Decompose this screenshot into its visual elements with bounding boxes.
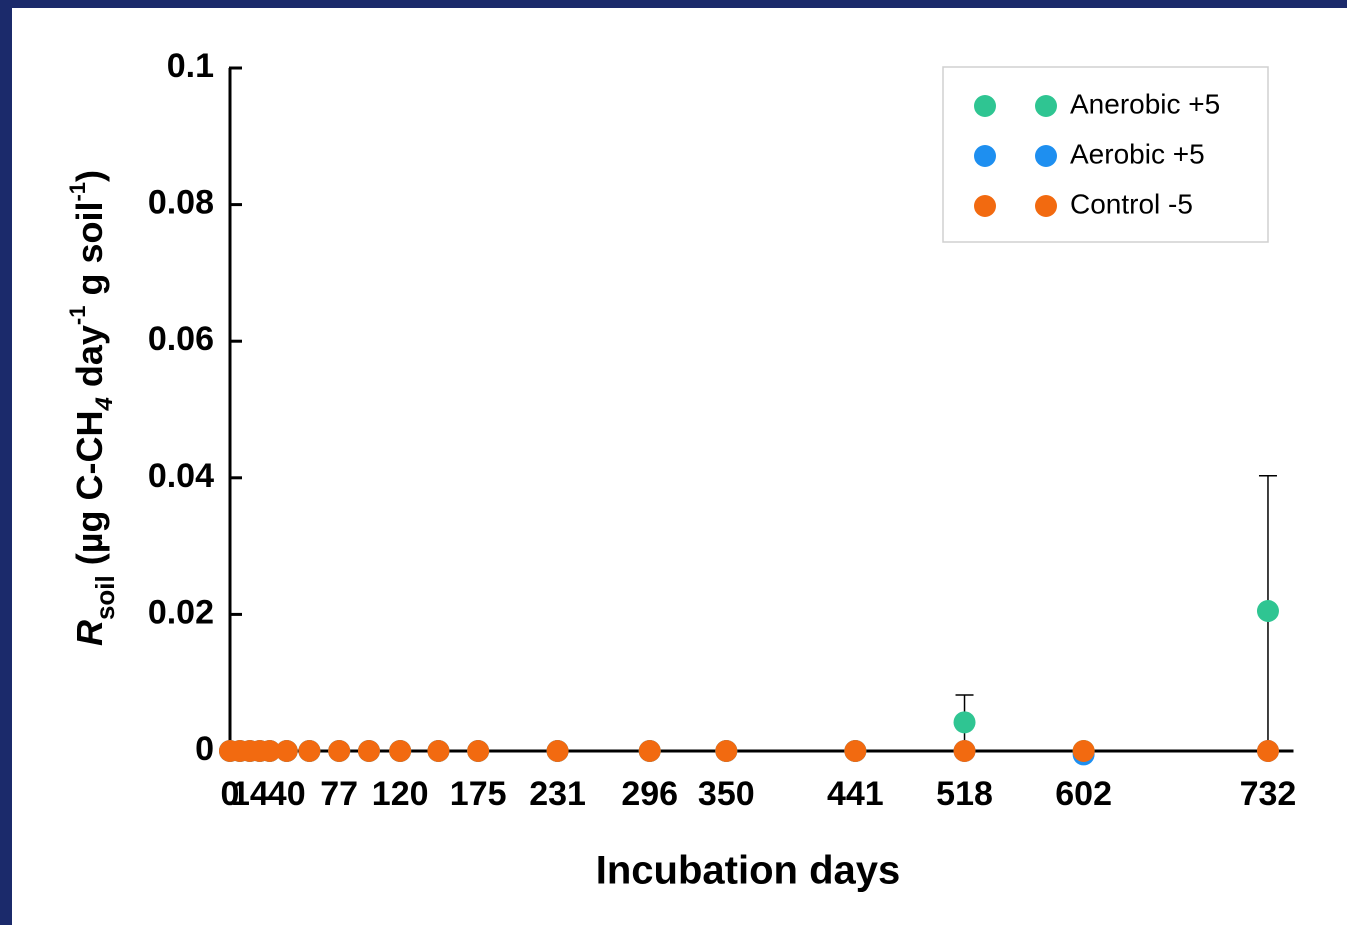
point (844, 740, 867, 762)
x-tick-label: 296 (621, 775, 678, 813)
point (1256, 599, 1279, 622)
legend-label: Aerobic +5 (1070, 138, 1205, 169)
y-axis-title-part: R (69, 620, 110, 646)
x-tick-label: 732 (1240, 775, 1297, 813)
x-tick-label: 40 (268, 775, 306, 813)
legend-box (942, 66, 1269, 243)
legend-marker (974, 195, 996, 217)
point (1256, 740, 1279, 762)
x-axis-title: Incubation days (596, 849, 901, 893)
x-tick-label: 14 (231, 775, 269, 813)
y-axis-title-part: 4 (91, 397, 118, 411)
x-tick-label: 350 (698, 775, 755, 813)
y-tick-label: 0.02 (148, 593, 214, 631)
point (258, 740, 281, 762)
x-tick-label: 77 (320, 775, 358, 813)
x-tick-label: 175 (450, 775, 507, 813)
point (357, 740, 380, 762)
point (638, 740, 661, 762)
y-tick-label: 0.06 (148, 320, 214, 358)
point (427, 740, 450, 762)
y-tick-label: 0.1 (167, 47, 214, 85)
point (389, 740, 412, 762)
legend-marker (974, 95, 996, 117)
legend-marker (1035, 95, 1057, 117)
y-axis-title-part: -1 (65, 306, 90, 326)
legend-marker (1035, 195, 1057, 217)
x-tick-label: 518 (936, 775, 993, 813)
point (275, 740, 298, 762)
y-tick-label: 0.08 (148, 184, 214, 222)
y-tick-label: 0 (195, 730, 214, 768)
y-axis-title-part: day (69, 325, 110, 397)
point (467, 740, 490, 762)
x-tick-label: 441 (827, 775, 884, 813)
legend-label: Anerobic +5 (1070, 88, 1220, 119)
x-tick-label: 231 (529, 775, 586, 813)
y-axis-title-part: (µg C-CH (69, 411, 110, 576)
x-tick-label: 120 (372, 775, 429, 813)
legend-marker (974, 145, 996, 167)
point (1072, 740, 1095, 762)
point (546, 740, 569, 762)
legend-label: Control -5 (1070, 188, 1193, 219)
y-axis-title-part: -1 (65, 182, 90, 202)
y-axis-title-part: ) (69, 170, 110, 182)
y-axis-title: Rsoil (µg C-CH4 day-1 g soil-1) (65, 170, 120, 646)
point (953, 740, 976, 762)
x-tick-label: 0 (221, 775, 240, 813)
point (715, 740, 738, 762)
x-tick-label: 602 (1055, 775, 1112, 813)
legend-marker (1035, 145, 1057, 167)
point (298, 740, 321, 762)
y-axis-title-part: g soil (69, 202, 110, 306)
point (953, 711, 976, 734)
y-axis-title-part: soil (90, 575, 120, 620)
y-tick-label: 0.04 (148, 457, 214, 495)
point (328, 740, 351, 762)
